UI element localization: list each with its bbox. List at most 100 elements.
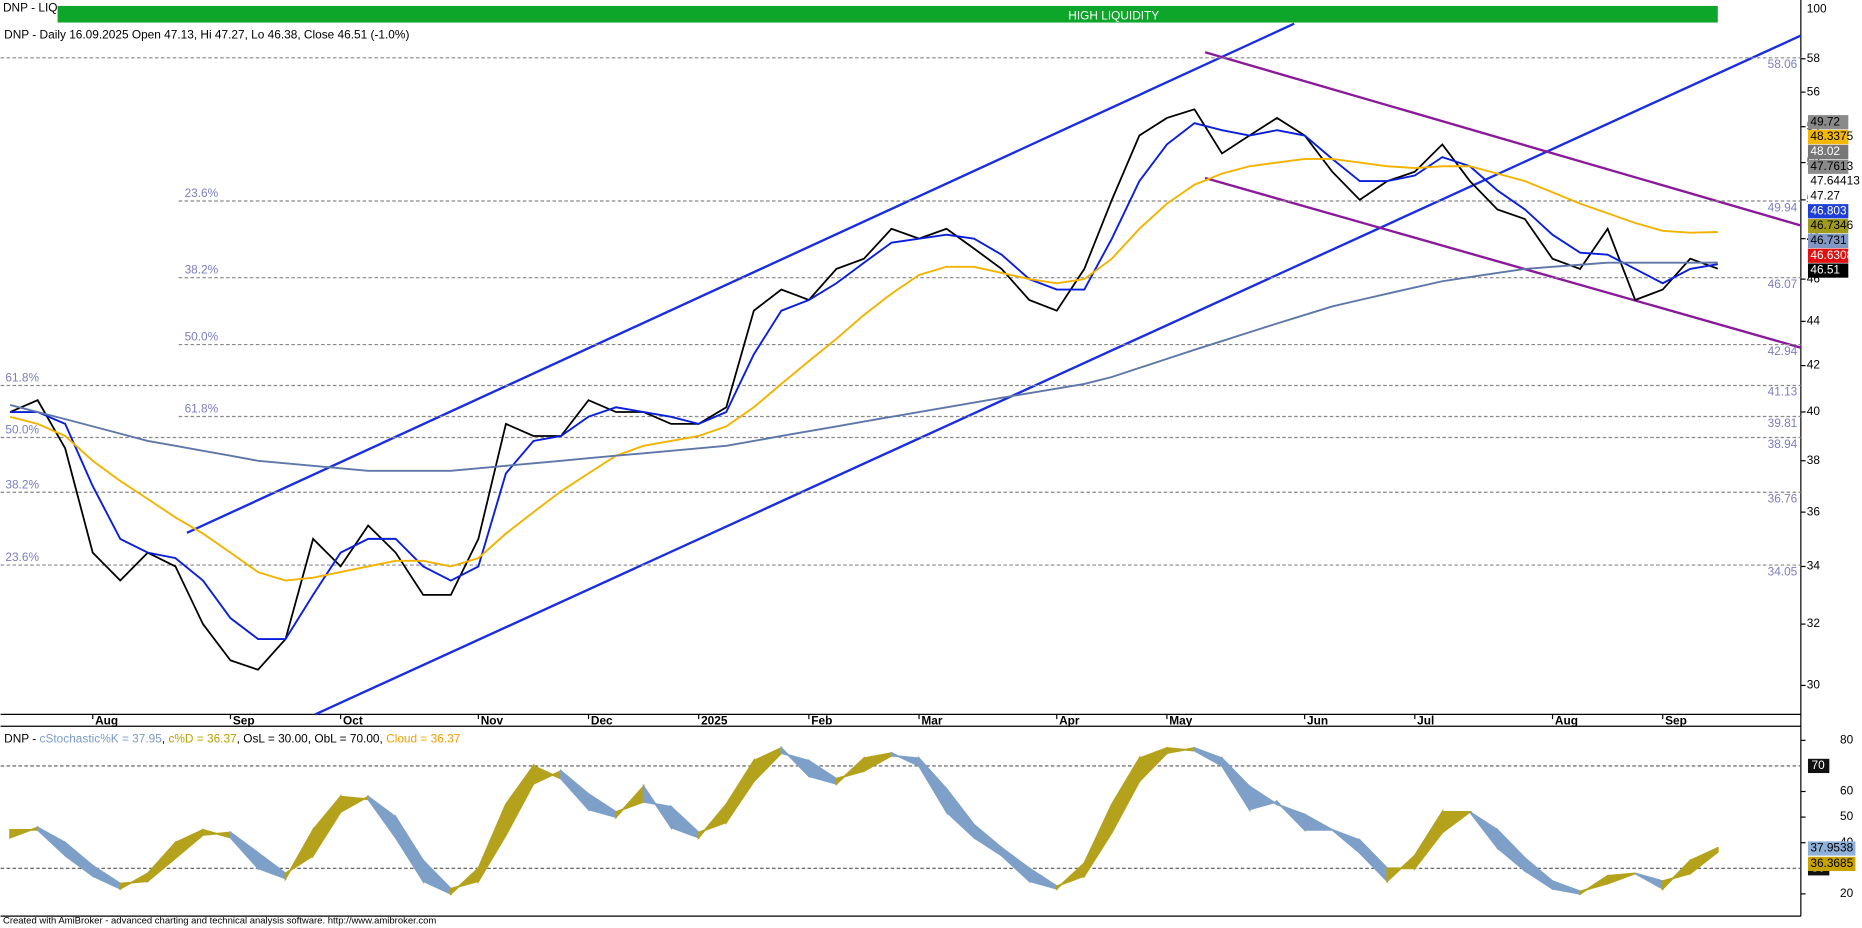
title-part: , — [162, 731, 169, 745]
title-part: Cloud = 36.37 — [386, 731, 460, 745]
liquidity-label: HIGH LIQUIDITY — [1068, 9, 1159, 23]
y-tick-label: 38 — [1807, 453, 1821, 467]
fib-pct: 50.0% — [5, 423, 39, 437]
x-tick-label: May — [1169, 714, 1192, 728]
x-tick-label: Jun — [1307, 714, 1328, 728]
price-label: 48.3375 — [1810, 129, 1853, 143]
fib-value: 34.05 — [1768, 564, 1798, 578]
y-tick-label: 50 — [1840, 809, 1854, 823]
value-label-box — [1807, 856, 1856, 872]
fib-value: 38.94 — [1768, 437, 1798, 451]
price-label: 46.6308 — [1810, 248, 1853, 262]
fib-value: 49.94 — [1768, 200, 1798, 214]
x-tick-label: Oct — [343, 714, 363, 728]
trend-line — [186, 22, 1295, 534]
fib-value: 42.94 — [1768, 344, 1798, 358]
trend-line — [1204, 51, 1802, 227]
y-tick-label: 40 — [1807, 404, 1821, 418]
price-label-box — [1807, 174, 1849, 189]
footer: Created with AmiBroker - advanced charti… — [3, 915, 436, 926]
price-label-box — [1807, 204, 1849, 219]
title-part: c%D = 36.37 — [168, 731, 236, 745]
fib-value: 46.07 — [1768, 277, 1798, 291]
price-label: 46.731 — [1810, 233, 1847, 247]
fib-pct: 23.6% — [5, 550, 39, 564]
fib-pct: 61.8% — [185, 402, 219, 416]
y-tick-label: 32 — [1807, 616, 1820, 630]
y-tick-label: 34 — [1807, 559, 1821, 573]
y-tick-label: 20 — [1840, 886, 1854, 900]
x-tick-label: Feb — [811, 714, 832, 728]
fib-pct: 61.8% — [5, 371, 39, 385]
cloud-segment — [1303, 813, 1336, 831]
level-label: 58.06 — [1768, 57, 1798, 71]
moving-average — [9, 157, 1718, 582]
value-label: 37.9538 — [1810, 841, 1853, 855]
moving-average — [9, 261, 1718, 472]
y-tick-label: 36 — [1807, 504, 1821, 518]
price-label-box — [1807, 263, 1849, 278]
trend-line — [314, 34, 1802, 716]
price-label: 47.27 — [1810, 189, 1840, 203]
x-tick-label: Sep — [1665, 714, 1687, 728]
moving-average — [10, 122, 1718, 640]
title-part: cStochastic%K = 37.95 — [40, 731, 163, 745]
cloud-segment — [1689, 846, 1719, 876]
x-tick-label: Dec — [591, 714, 613, 728]
price-label-box — [1807, 218, 1849, 234]
fib-value: 41.13 — [1768, 385, 1798, 399]
level-label: 70 — [1812, 758, 1826, 772]
title-part: DNP - — [4, 731, 39, 745]
price-label-box — [1807, 144, 1849, 160]
price-info: DNP - Daily 16.09.2025 Open 47.13, Hi 47… — [4, 28, 409, 42]
y-tick-label: 42 — [1807, 358, 1820, 372]
price-label: 47.64413 — [1810, 174, 1860, 188]
cloud-segment — [1606, 872, 1636, 885]
y-tick-label: 58 — [1807, 51, 1821, 65]
y-tick-label: 30 — [1807, 678, 1821, 692]
fib-pct: 50.0% — [185, 330, 219, 344]
y-tick-label: 44 — [1807, 314, 1821, 328]
level-box — [1807, 758, 1830, 774]
price-line — [9, 108, 1719, 671]
price-label: 48.02 — [1810, 144, 1840, 158]
price-label: 49.72 — [1810, 114, 1840, 128]
price-label: 46.51 — [1810, 263, 1840, 277]
x-tick-label: Aug — [1555, 714, 1578, 728]
x-tick-label: Aug — [95, 714, 118, 728]
x-tick-label: Mar — [921, 714, 942, 728]
fib-pct: 38.2% — [185, 263, 219, 277]
trend-line — [1204, 176, 1802, 349]
x-tick-label: Nov — [481, 714, 504, 728]
fib-value: 36.76 — [1768, 492, 1798, 506]
fib-pct: 38.2% — [5, 477, 39, 491]
price-label-box — [1807, 115, 1849, 130]
title-part: , OsL = 30.00, ObL = 70.00, — [237, 731, 386, 745]
price-label-box — [1807, 233, 1849, 249]
price-label: 46.803 — [1810, 203, 1847, 217]
cloud-segment — [1441, 811, 1473, 835]
x-tick-label: Sep — [233, 714, 255, 728]
x-tick-label: Jul — [1417, 714, 1434, 728]
x-tick-label: 2025 — [701, 714, 728, 728]
symbol-label: DNP - LIQ — [3, 0, 57, 14]
x-tick-label: Apr — [1059, 714, 1080, 728]
price-label: 46.7346 — [1810, 218, 1853, 232]
price-label-box — [1807, 159, 1849, 174]
fib-pct: 23.6% — [185, 186, 219, 200]
y-tick-label: 80 — [1840, 732, 1854, 746]
price-label-box — [1807, 189, 1849, 204]
fib-value: 39.81 — [1768, 416, 1798, 430]
price-label-box — [1807, 129, 1849, 145]
value-label-box — [1807, 841, 1856, 856]
y-tick-label: 56 — [1807, 84, 1821, 98]
value-label: 36.3685 — [1810, 856, 1853, 870]
price-label-box — [1807, 248, 1849, 263]
y-tick-label: 60 — [1840, 784, 1854, 798]
liquidity-scale: 100 — [1807, 2, 1827, 16]
price-label: 47.7613 — [1810, 159, 1853, 173]
indicator-title: DNP - cStochastic%K = 37.95, c%D = 36.37… — [4, 731, 460, 745]
liquidity-bar — [57, 5, 1718, 23]
